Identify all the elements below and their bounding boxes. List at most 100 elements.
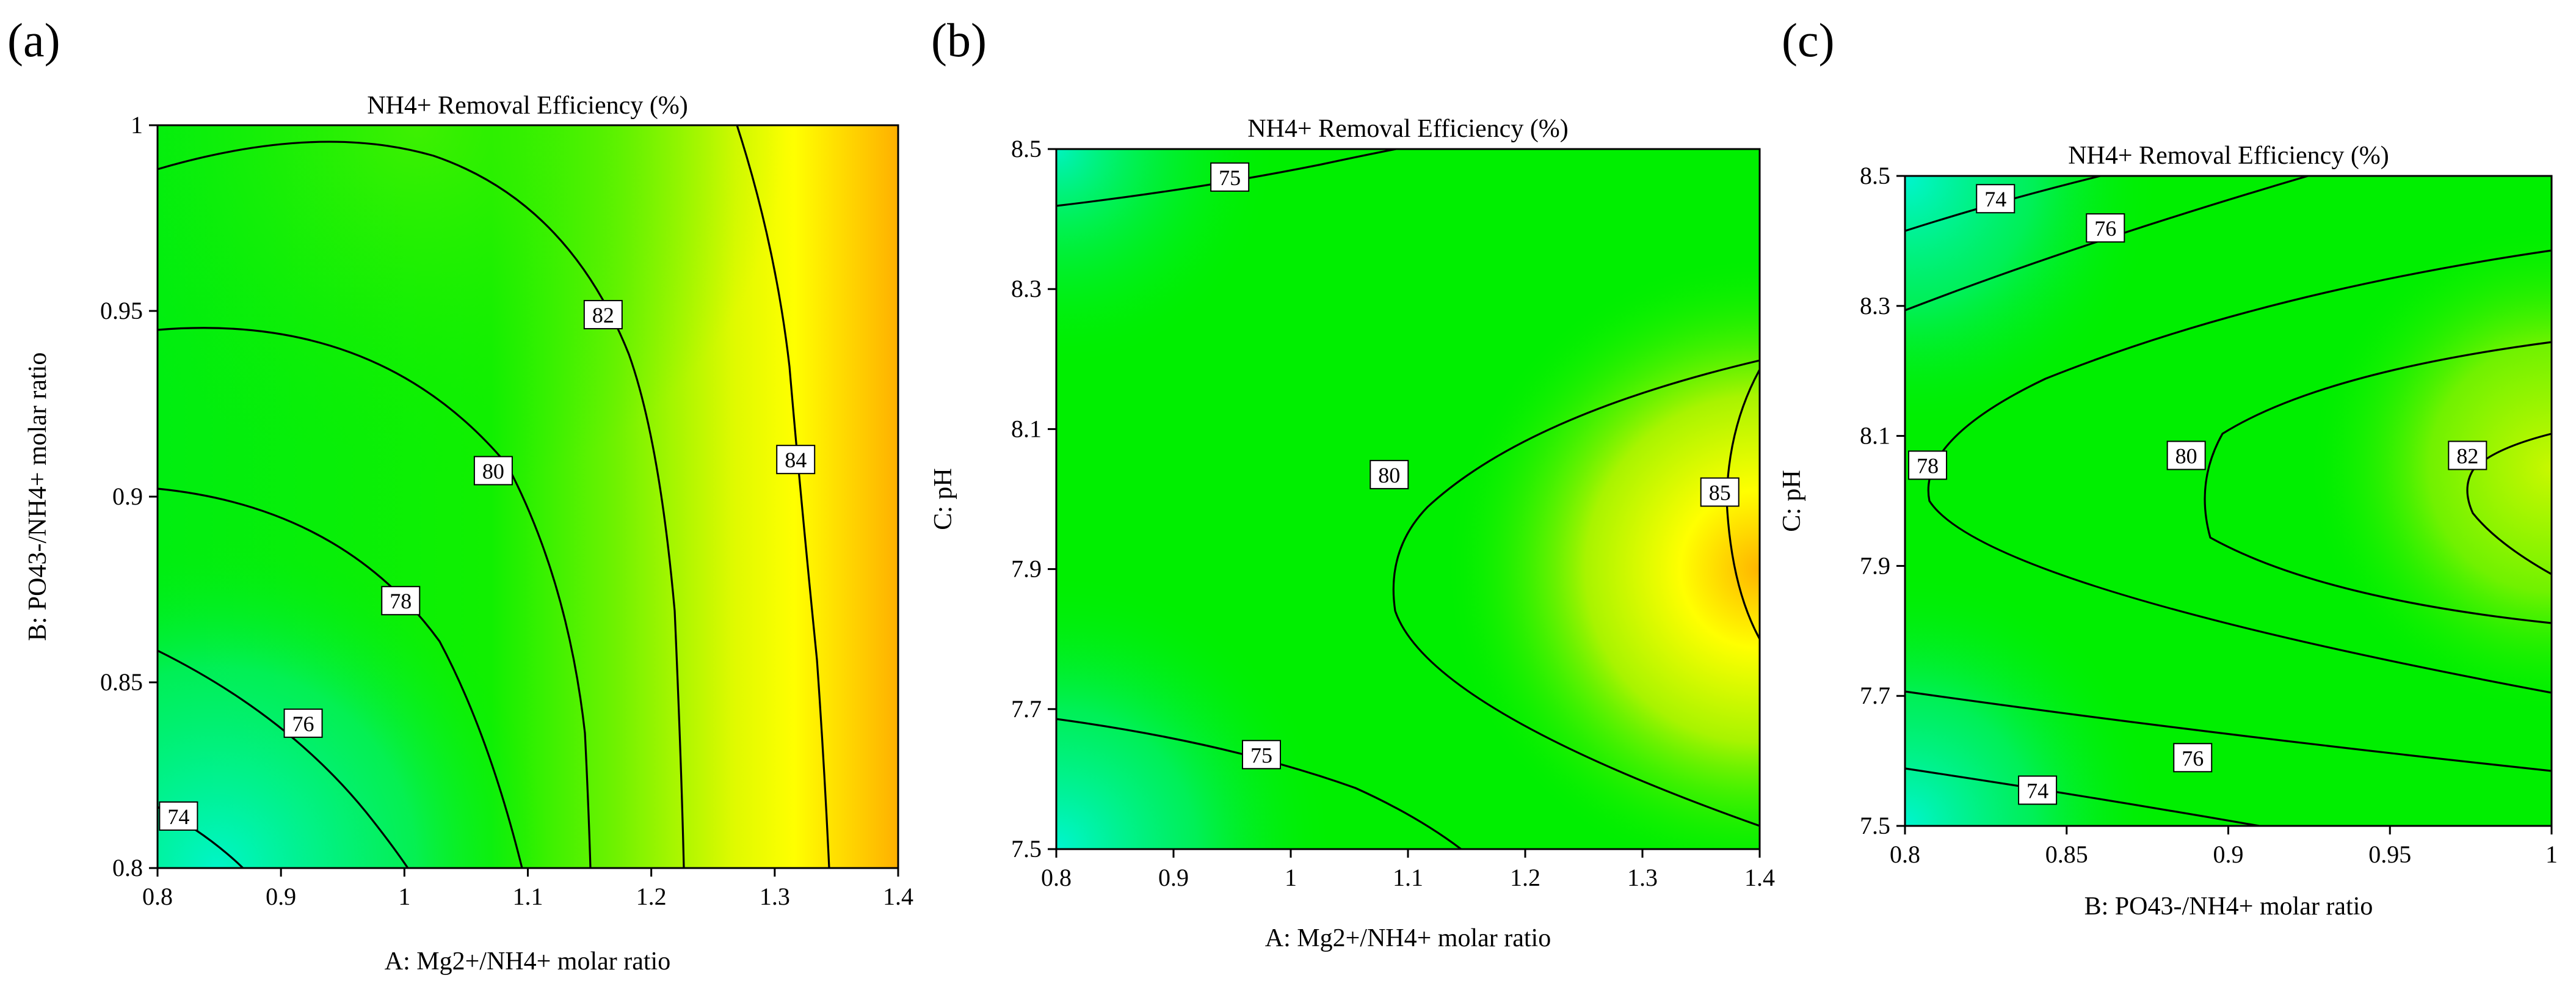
contour-value-label: 82 — [583, 300, 623, 330]
y-tick-label: 0.85 — [100, 668, 143, 696]
y-tick-label: 0.95 — [100, 297, 143, 324]
y-tick-label: 8.1 — [1860, 422, 1890, 450]
contour-value-label: 76 — [283, 708, 323, 738]
panel-c-surface-bottom-low — [1905, 176, 2552, 826]
panel-c-plot-area — [1905, 176, 2552, 826]
svg-text:74: 74 — [167, 805, 189, 829]
contour-value-label: 75 — [1242, 740, 1281, 770]
panel-c-letter: (c) — [1782, 13, 1835, 67]
svg-text:76: 76 — [2182, 746, 2204, 770]
panel-b-plot-area — [1056, 149, 1760, 849]
x-tick-label: 0.8 — [1890, 841, 1920, 868]
panel-a-title: NH4+ Removal Efficiency (%) — [367, 92, 688, 120]
y-tick-label: 7.5 — [1860, 812, 1890, 839]
contour-value-label: 80 — [2166, 440, 2206, 470]
panel-a-y-axis: 0.8 0.85 0.9 0.95 1 — [100, 111, 158, 881]
contour-value-label: 76 — [2086, 213, 2125, 243]
y-tick-label: 0.8 — [112, 854, 143, 881]
y-tick-label: 8.3 — [1860, 292, 1890, 319]
panel-a-surface-low — [158, 125, 898, 868]
panel-b-contour-80 — [1392, 359, 1760, 827]
panel-a-contour-82 — [158, 141, 685, 868]
x-tick-label: 1.3 — [1627, 864, 1658, 891]
y-tick-label: 0.9 — [112, 483, 143, 510]
panel-c-x-axis-label: B: PO43-/NH4+ molar ratio — [2084, 892, 2373, 921]
panel-b-y-axis-label: C: pH — [929, 468, 957, 530]
panel-b-letter: (b) — [931, 13, 987, 67]
svg-text:75: 75 — [1219, 166, 1241, 190]
svg-text:80: 80 — [2175, 444, 2197, 469]
x-tick-label: 0.9 — [2213, 841, 2244, 868]
contour-value-label: 75 — [1210, 162, 1250, 192]
y-tick-label: 8.1 — [1011, 415, 1042, 442]
x-tick-label: 1 — [398, 883, 410, 910]
contour-value-label: 85 — [1700, 477, 1740, 507]
x-tick-label: 1.3 — [760, 883, 790, 910]
panel-b: (b) NH4+ Removal Efficiency (%) 75 75 80 85… — [929, 13, 1775, 952]
svg-text:76: 76 — [2094, 216, 2116, 241]
y-tick-label: 7.5 — [1011, 835, 1042, 863]
panel-c-contour-76-bottom — [1905, 690, 2552, 772]
svg-text:76: 76 — [292, 712, 314, 736]
panel-b-surface-bottom-low — [1056, 149, 1760, 849]
panel-a-contour-80 — [158, 327, 592, 868]
contour-value-label: 74 — [1976, 184, 2015, 214]
panel-b-contour-75-top — [1056, 149, 1396, 207]
y-tick-label: 7.7 — [1011, 695, 1042, 723]
x-tick-label: 1 — [1285, 864, 1297, 891]
contour-value-label: 84 — [776, 445, 816, 475]
panel-b-x-axis-label: A: Mg2+/NH4+ molar ratio — [1265, 924, 1551, 952]
panel-c-contour-76-top — [1905, 176, 2309, 312]
panel-a-x-axis-label: A: Mg2+/NH4+ molar ratio — [385, 947, 670, 976]
x-tick-label: 1.1 — [513, 883, 543, 910]
panel-b-y-axis: 7.5 7.7 7.9 8.1 8.3 8.5 — [1011, 135, 1056, 863]
svg-text:80: 80 — [1378, 463, 1400, 487]
x-tick-label: 1.1 — [1393, 864, 1423, 891]
x-tick-label: 1 — [2545, 841, 2558, 868]
contour-value-label: 80 — [1370, 459, 1409, 489]
panel-b-title: NH4+ Removal Efficiency (%) — [1247, 115, 1569, 143]
svg-text:85: 85 — [1709, 481, 1731, 505]
svg-text:74: 74 — [1984, 187, 2006, 211]
panel-b-contour-labels: 75 75 80 85 — [1210, 162, 1740, 770]
panel-a-contour-84 — [736, 125, 830, 868]
svg-text:75: 75 — [1250, 743, 1272, 767]
panel-c-title: NH4+ Removal Efficiency (%) — [2068, 142, 2389, 170]
y-tick-label: 7.9 — [1860, 552, 1890, 579]
y-tick-label: 8.3 — [1011, 275, 1042, 302]
y-tick-label: 7.7 — [1860, 682, 1890, 709]
y-tick-label: 8.5 — [1011, 135, 1042, 162]
panel-a-contour-78 — [158, 487, 523, 868]
svg-text:80: 80 — [482, 459, 504, 483]
panel-c-contour-74-bottom — [1905, 767, 2260, 826]
x-tick-label: 1.4 — [883, 883, 913, 910]
panel-c-y-axis: 7.5 7.7 7.9 8.1 8.3 8.5 — [1860, 162, 1905, 839]
svg-text:78: 78 — [390, 589, 412, 613]
x-tick-label: 0.8 — [1041, 864, 1072, 891]
x-tick-label: 1.4 — [1744, 864, 1775, 891]
contour-value-label: 82 — [2448, 440, 2487, 470]
x-tick-label: 0.85 — [2045, 841, 2088, 868]
panel-a: (a) NH4+ Removal Efficiency (%) 74 76 78 80… — [7, 13, 913, 976]
y-tick-label: 7.9 — [1011, 555, 1042, 583]
x-tick-label: 0.8 — [142, 883, 173, 910]
y-tick-label: 8.5 — [1860, 162, 1890, 189]
panel-c-contour-80 — [2204, 341, 2552, 624]
svg-text:82: 82 — [2456, 444, 2478, 469]
contour-value-label: 74 — [159, 801, 198, 831]
svg-text:74: 74 — [2026, 778, 2048, 803]
panel-a-x-axis: 0.8 0.9 1 1.1 1.2 1.3 1.4 — [142, 868, 913, 910]
x-tick-label: 0.9 — [1158, 864, 1189, 891]
svg-text:84: 84 — [785, 448, 807, 472]
panel-c-contour-labels: 74 76 78 80 82 76 74 — [1908, 184, 2487, 805]
panel-a-letter: (a) — [7, 13, 60, 67]
panel-a-plot-area — [158, 125, 898, 868]
panel-a-contour-labels: 74 76 78 80 82 84 — [159, 300, 816, 831]
panel-c-y-axis-label: C: pH — [1778, 470, 1806, 532]
contour-value-label: 74 — [2018, 775, 2058, 805]
panel-b-contour-75-bottom — [1056, 718, 1462, 849]
x-tick-label: 0.95 — [2368, 841, 2411, 868]
panel-a-contour-76 — [158, 649, 409, 868]
svg-text:82: 82 — [592, 303, 614, 327]
